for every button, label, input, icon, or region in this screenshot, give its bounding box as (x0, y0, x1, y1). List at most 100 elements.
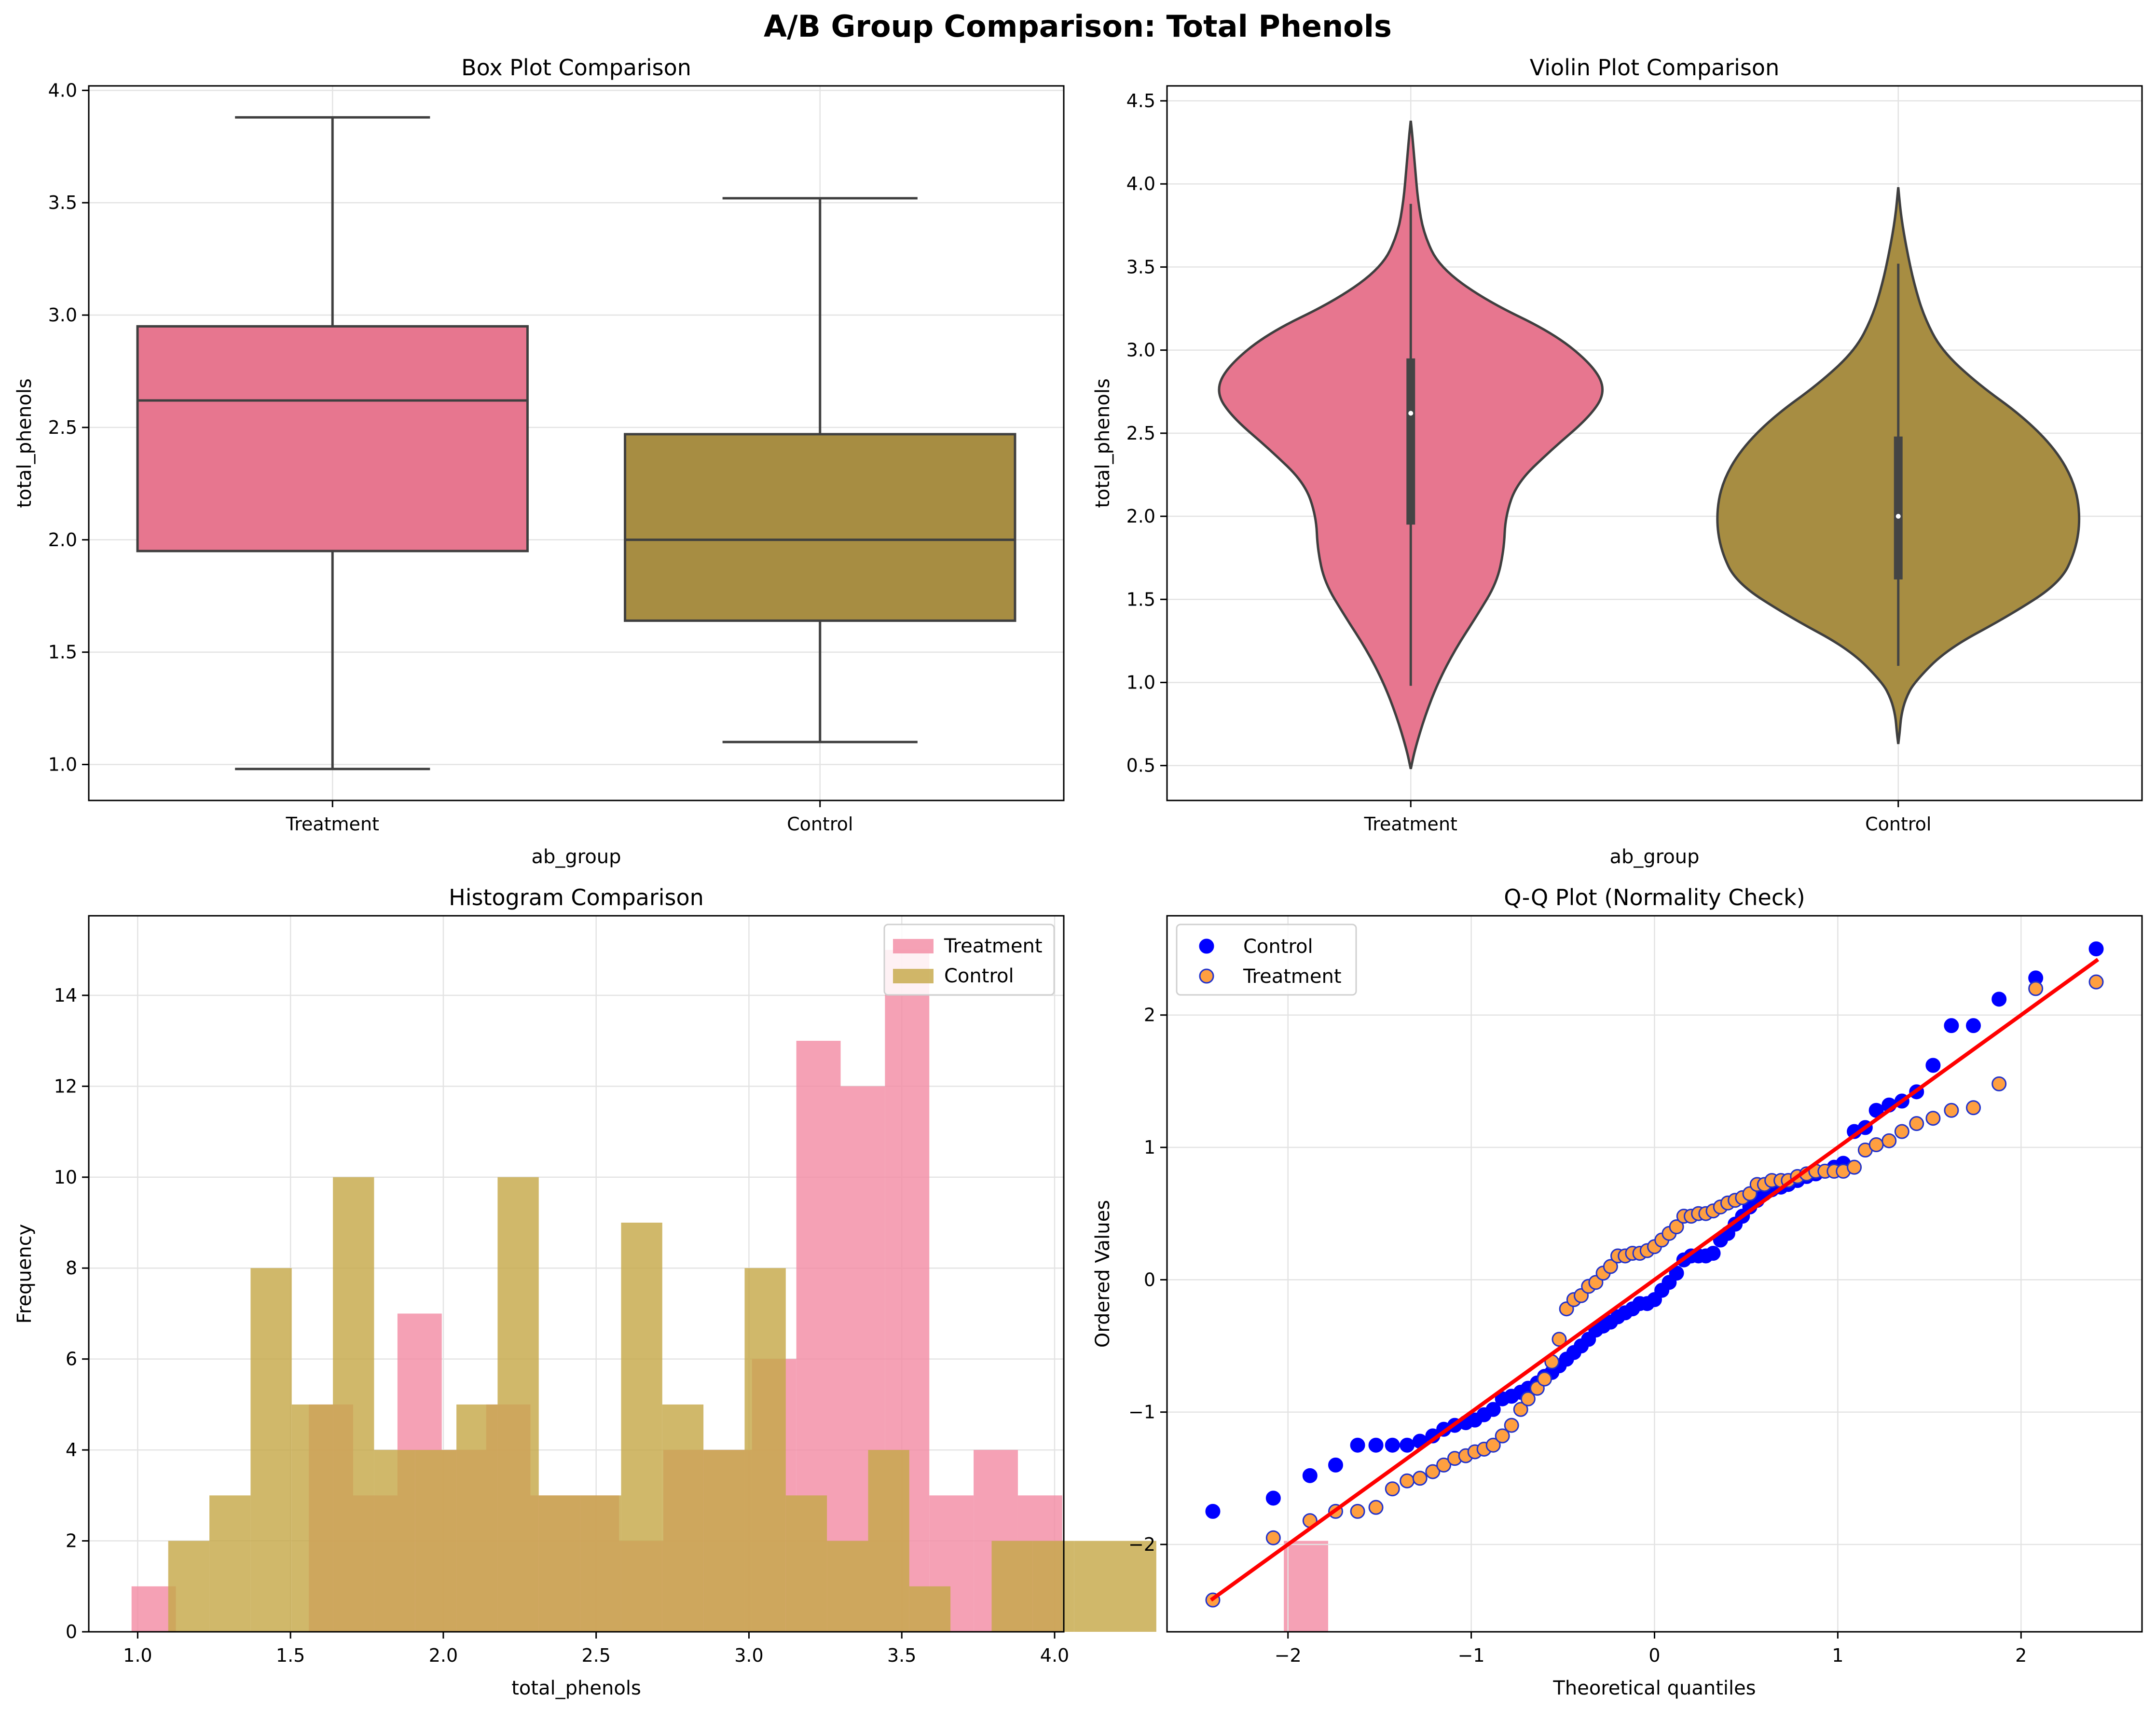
legend-box (1176, 923, 1357, 996)
x-tick-label: 1.5 (276, 1645, 305, 1666)
x-tick-label: 3.5 (887, 1645, 916, 1666)
axes-frame (1166, 85, 2143, 801)
y-tick-label: 2.0 (1126, 506, 1155, 527)
qq-point-treatment (1847, 1159, 1862, 1175)
qq-point-control (2088, 941, 2104, 957)
histogram-bar-control (168, 1541, 210, 1632)
y-axis-label: Frequency (14, 1224, 36, 1324)
qq-point-control (1265, 1490, 1281, 1506)
axes-frame (88, 85, 1065, 801)
qq-point-treatment (1400, 1473, 1415, 1488)
y-tick-label: 0 (66, 1621, 77, 1642)
legend-label: Treatment (944, 935, 1043, 957)
legend-label: Control (1243, 936, 1313, 958)
y-axis-label: Ordered Values (1092, 1200, 1114, 1348)
histogram-bar-control (909, 1586, 951, 1632)
violin-iqr-box (1406, 358, 1415, 525)
qq-point-treatment (1350, 1503, 1365, 1519)
y-tick-label: 1.0 (48, 754, 77, 775)
legend-label: Control (944, 965, 1014, 987)
qq-point-treatment (1909, 1116, 1924, 1131)
histogram-bar-control (744, 1268, 786, 1632)
qq-point-control (1966, 1018, 1981, 1034)
qq-point-treatment (1868, 1137, 1884, 1153)
x-tick-label: 2.5 (581, 1645, 610, 1666)
x-tick-label: −2 (1275, 1645, 1302, 1666)
x-tick-label: 2.0 (429, 1645, 458, 1666)
y-tick-label: 1.5 (1126, 589, 1155, 610)
y-axis-label: total_phenols (14, 378, 36, 508)
histogram-bar-control (621, 1223, 662, 1632)
histogram-bar-control (703, 1450, 745, 1632)
violin-plot-panel: 0.5 1.0 1.5 2.0 2.5 3.0 3.5 4.0 4.5 Treatment Cont… (1092, 55, 2143, 868)
legend-swatch (893, 939, 934, 953)
qq-point-treatment (1436, 1457, 1452, 1473)
y-tick-label: −1 (1128, 1402, 1155, 1423)
histogram-bar-control (415, 1450, 457, 1632)
qq-point-treatment (1944, 1103, 1959, 1118)
histogram-bar-control (1032, 1541, 1074, 1632)
qq-plot-panel: −2 −1 0 1 2 −2 −1 0 1 2 Control Treatment Q-Q Plot (… (1092, 884, 2143, 1699)
histogram-bar-control (250, 1268, 292, 1632)
legend-marker (1199, 968, 1214, 984)
qq-point-treatment (1603, 1259, 1618, 1274)
qq-point-treatment (1991, 1076, 2007, 1091)
histogram-bar-control (456, 1404, 498, 1632)
histogram-bar-control (209, 1495, 251, 1632)
qq-point-treatment (1265, 1530, 1281, 1545)
y-tick-label: 1 (1144, 1137, 1155, 1158)
qq-point-treatment (2088, 974, 2104, 990)
histogram-bar-control (662, 1404, 704, 1632)
qq-point-treatment (1537, 1371, 1552, 1387)
panel-title: Box Plot Comparison (461, 55, 691, 81)
box-treatment (136, 325, 529, 552)
qq-point-control (1205, 1503, 1221, 1519)
box-control (624, 433, 1016, 622)
x-axis-label: Theoretical quantiles (1552, 1677, 1756, 1699)
y-tick-label: 2 (66, 1530, 77, 1552)
y-tick-label: 6 (66, 1349, 77, 1370)
histogram-bar-control (785, 1495, 827, 1632)
qq-point-control (1944, 1018, 1959, 1034)
qq-point-treatment (1504, 1418, 1519, 1433)
y-axis-label: total_phenols (1092, 378, 1114, 508)
legend-marker (1199, 938, 1214, 954)
histogram-bar-control (1115, 1541, 1156, 1632)
qq-point-treatment (1368, 1500, 1384, 1515)
qq-point-treatment (1495, 1428, 1510, 1444)
qq-point-treatment (1520, 1391, 1536, 1406)
qq-point-control (1868, 1103, 1884, 1118)
violin-iqr-box (1894, 436, 1903, 579)
y-tick-label: 0.5 (1126, 755, 1155, 776)
panel-title: Q-Q Plot (Normality Check) (1504, 884, 1805, 910)
axes-frame (88, 915, 1065, 1633)
y-tick-label: 1.0 (1126, 672, 1155, 693)
histogram-bar-control (580, 1495, 621, 1632)
y-tick-label: 3.5 (1126, 256, 1155, 277)
y-tick-label: −2 (1128, 1534, 1155, 1555)
x-tick-label: 0 (1648, 1645, 1660, 1666)
y-tick-label: 14 (54, 985, 77, 1006)
y-tick-label: 4.5 (1126, 90, 1155, 111)
histogram-bar-control (991, 1541, 1033, 1632)
x-tick-label: Treatment (1364, 813, 1457, 835)
x-tick-label: Treatment (286, 813, 379, 835)
qq-point-treatment (1425, 1464, 1441, 1479)
x-tick-label: 1.0 (123, 1645, 152, 1666)
qq-point-control (1485, 1402, 1501, 1417)
histogram-bar-treatment (1284, 1541, 1329, 1632)
y-tick-label: 1.5 (48, 642, 77, 663)
x-axis-label: ab_group (531, 846, 621, 868)
histogram-bar-control (497, 1177, 539, 1632)
panel-title: Histogram Comparison (449, 884, 704, 910)
histogram-bar-control (868, 1450, 909, 1632)
x-axis-label: total_phenols (511, 1677, 641, 1699)
qq-point-treatment (1669, 1219, 1684, 1235)
qq-point-treatment (1552, 1332, 1567, 1347)
y-tick-label: 12 (54, 1075, 77, 1097)
x-tick-label: Control (1865, 813, 1931, 835)
histogram-bar-control (1074, 1541, 1115, 1632)
qq-point-control (1705, 1245, 1721, 1261)
violin-median-dot (1408, 411, 1414, 416)
